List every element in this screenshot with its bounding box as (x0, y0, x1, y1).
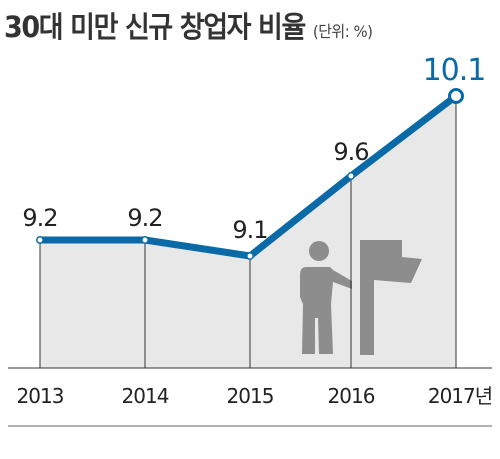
chart-area-fill (40, 96, 456, 368)
x-tick-label-2: 2015 (227, 384, 274, 408)
x-tick-labels: 2013 2014 2015 2016 2017년 (17, 384, 494, 408)
chart-unit-label: (단위: %) (312, 22, 373, 41)
data-label-1: 9.2 (127, 204, 162, 232)
data-label-3: 9.6 (333, 138, 368, 166)
x-tick-label-3: 2016 (328, 384, 375, 408)
chart-title-text: 30대 미만 신규 창업자 비율 (4, 10, 306, 44)
x-tick-label-4: 2017년 (428, 384, 492, 408)
drop-lines (39, 96, 457, 368)
data-label-0: 9.2 (22, 204, 57, 232)
chart-title: 30대 미만 신규 창업자 비율 (단위: %) (4, 4, 373, 46)
data-point-2 (246, 252, 254, 260)
data-point-4 (448, 88, 464, 104)
data-point-1 (141, 236, 149, 244)
entrepreneur-flag-icon (300, 240, 422, 355)
data-point-0 (36, 236, 44, 244)
data-label-4: 10.1 (423, 53, 486, 88)
data-point-3 (347, 172, 355, 180)
data-label-2: 9.1 (232, 216, 267, 244)
x-tick-label-1: 2014 (122, 384, 169, 408)
x-tick-label-0: 2013 (17, 384, 64, 408)
data-points (36, 88, 464, 260)
data-labels: 9.2 9.2 9.1 9.6 10.1 (22, 53, 486, 244)
